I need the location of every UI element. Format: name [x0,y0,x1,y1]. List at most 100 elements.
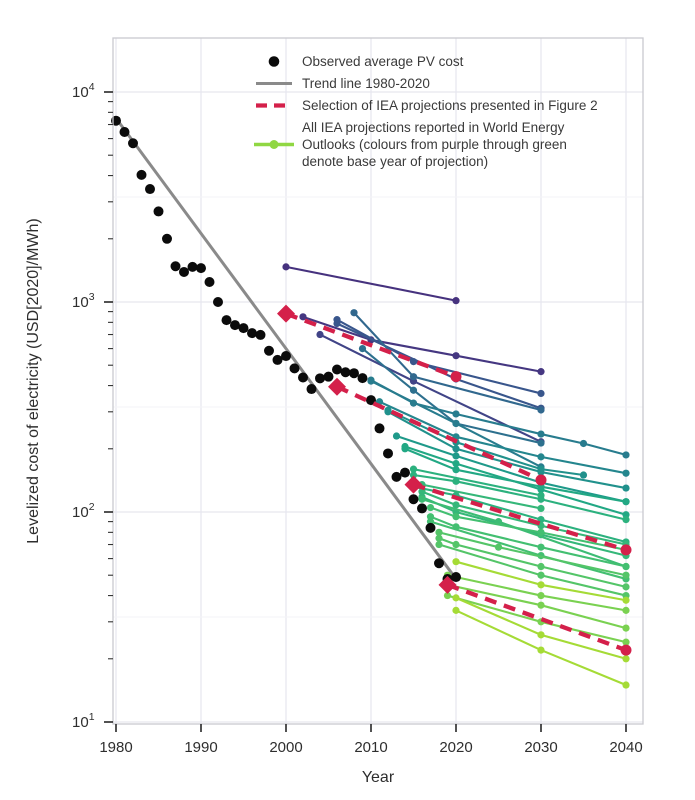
projection-point [537,562,545,571]
projection-point [622,571,630,579]
observed-point [315,373,325,384]
projection-point [452,501,460,509]
projection-point [537,453,545,461]
projection-point [622,596,630,604]
observed-point [451,572,461,583]
axes: 1980 1990 2000 2010 2020 2030 2040 101 102 103 104 [72,37,644,756]
legend-label: All IEA projections reported in World En… [302,120,565,135]
projection-line [361,347,542,445]
projection-point [333,319,341,328]
selection-start-diamond [277,304,295,323]
observed-point [221,315,232,326]
observed-point [298,372,308,383]
projection-line [379,400,627,475]
projection-point [452,606,460,614]
observed-point [289,363,300,374]
projection-point [384,408,392,416]
projection-point [537,543,545,551]
projection-point [622,469,630,477]
projection-point [452,558,460,566]
projection-line [387,410,627,490]
projection-point [409,386,418,394]
observed-point [145,184,155,195]
observed-point [170,261,181,272]
legend-label: denote base year of projection) [302,154,488,169]
projection-point [579,439,588,448]
legend-label: Trend line 1980-2020 [302,76,430,91]
projection-point [452,477,460,485]
observed-point [119,126,130,137]
observed-point [400,467,410,478]
projection-line [302,315,542,373]
projection-point [409,465,418,473]
projection-point [622,562,630,571]
projection-point [435,528,443,536]
projection-point [401,445,409,453]
projection-line [387,409,584,477]
series-layer [111,115,632,689]
selection-start-diamond [438,575,457,594]
projection-point [537,591,545,600]
projection-point [622,638,630,646]
observed-point [247,328,257,339]
selection-line [446,582,627,653]
projection-point [537,504,545,513]
observed-point [340,367,351,378]
selection-end-point [450,371,462,383]
projection-point [426,503,435,512]
projection-point [350,309,358,317]
projection-point [537,430,545,438]
selection-start-diamond [404,475,423,494]
observed-point [272,354,283,365]
observed-point [128,138,138,149]
projection-point [367,377,375,385]
x-axis-title: Year [362,769,395,786]
observed-point [417,503,427,514]
projection-point [452,460,460,468]
observed-point [264,345,274,356]
projection-point [622,606,630,614]
projection-line [404,445,627,516]
projection-line [430,506,627,551]
projection-line [421,483,542,510]
projection-line [370,379,627,456]
y-axis-title: Levelized cost of electricity (USD[2020]… [25,218,42,543]
observed-point [425,522,436,533]
projection-point [537,581,545,589]
legend-label: Outlooks (colours from purple through gr… [302,137,567,152]
observed-point [323,371,334,382]
projection-point [426,513,435,521]
projection-point [452,410,460,418]
projection-line [430,515,627,568]
observed-point [349,368,359,379]
projection-point [452,540,460,549]
observed-point [391,471,402,482]
projection-point [622,624,630,632]
observed-point [357,373,368,384]
projection-point [537,406,545,414]
y-tick-label: 103 [72,291,95,311]
projection-line [413,468,542,497]
projection-point [537,368,545,376]
projection-point [537,631,545,639]
projection-point [537,468,545,476]
projection-point [622,583,630,591]
projection-line [413,473,627,521]
observed-point [162,233,172,244]
x-tick-label: 2010 [354,739,387,756]
projection-point [443,591,452,600]
projection-line [353,312,542,412]
x-tick-label: 2000 [269,739,302,756]
observed-point [153,206,164,217]
observed-point [238,323,249,334]
projection-point [537,389,545,398]
observed-point [187,261,198,272]
observed-point [213,297,223,307]
selection-end-point [620,544,632,556]
x-tick-label: 2020 [439,739,472,756]
projection-point [494,543,503,551]
projection-point [537,601,545,609]
observed-point [204,277,215,288]
observed-point [332,364,342,375]
